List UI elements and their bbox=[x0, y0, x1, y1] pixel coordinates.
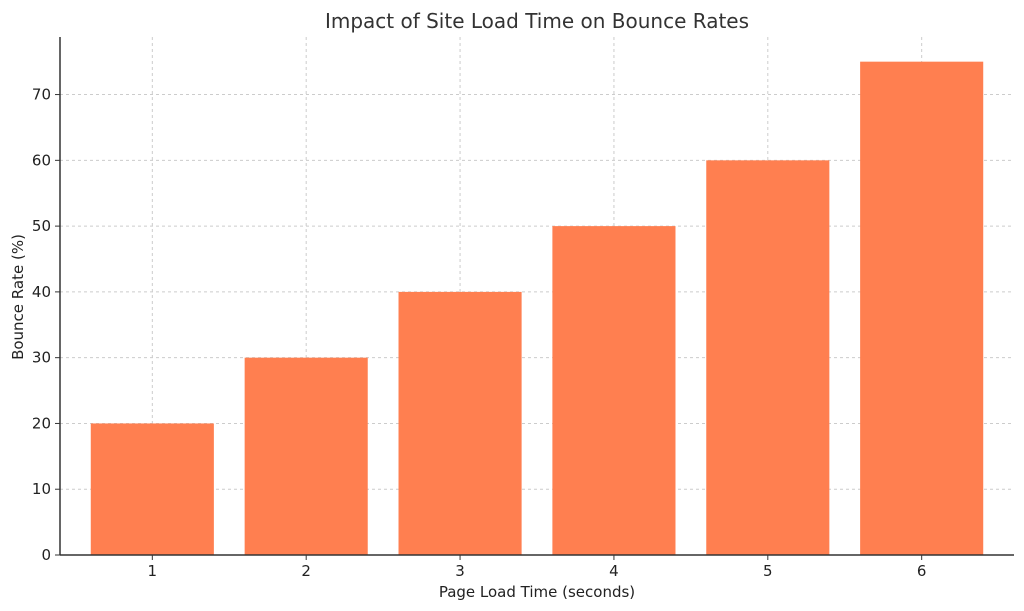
y-axis-label: Bounce Rate (%) bbox=[9, 234, 27, 360]
y-tick-label: 70 bbox=[32, 86, 51, 104]
y-tick-label: 40 bbox=[32, 283, 51, 301]
y-tick-label: 10 bbox=[32, 480, 51, 498]
y-tick-label: 50 bbox=[32, 217, 51, 235]
chart-title: Impact of Site Load Time on Bounce Rates bbox=[325, 9, 749, 33]
bars-layer bbox=[90, 61, 984, 556]
x-tick-label: 6 bbox=[917, 562, 927, 580]
bar bbox=[398, 291, 522, 555]
y-tick-label: 20 bbox=[32, 414, 51, 432]
x-axis-label: Page Load Time (seconds) bbox=[439, 583, 635, 601]
bar bbox=[552, 226, 676, 555]
x-tick-label: 4 bbox=[609, 562, 619, 580]
bar bbox=[244, 357, 368, 555]
bar bbox=[90, 423, 214, 555]
y-tick-label: 60 bbox=[32, 151, 51, 169]
bar bbox=[860, 61, 984, 556]
bar bbox=[706, 160, 830, 556]
x-tick-label: 2 bbox=[301, 562, 311, 580]
x-tick-label: 3 bbox=[455, 562, 465, 580]
x-tick-label: 1 bbox=[148, 562, 158, 580]
y-tick-label: 30 bbox=[32, 349, 51, 367]
y-tick-label: 0 bbox=[41, 546, 51, 564]
axes-layer: 0 10 20 30 40 50 60 70 1 2 3 4 5 6 bbox=[32, 37, 1014, 580]
x-tick-label: 5 bbox=[763, 562, 773, 580]
